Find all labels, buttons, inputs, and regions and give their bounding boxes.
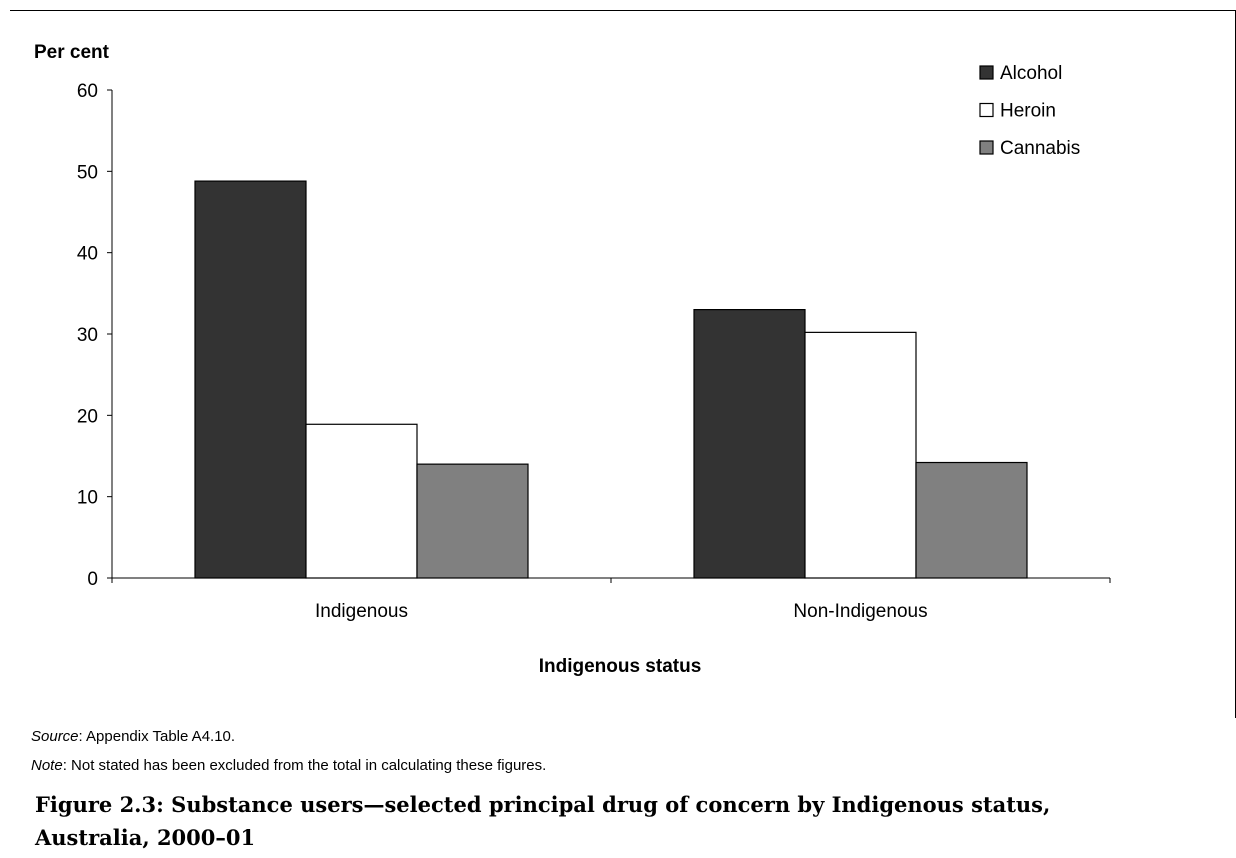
y-tick-label: 60: [77, 81, 98, 102]
y-tick-label: 10: [77, 488, 98, 509]
footnote: Note: Not stated has been excluded from …: [31, 757, 546, 774]
y-tick-label: 0: [87, 569, 98, 590]
y-tick-label: 40: [77, 244, 98, 265]
legend-label-cannabis: Cannabis: [1000, 138, 1080, 159]
bar-alcohol-1: [693, 309, 806, 579]
y-tick-label: 50: [77, 162, 98, 183]
source-text: : Appendix Table A4.10.: [78, 728, 236, 745]
note-label: Note: [31, 757, 63, 774]
bar-cannabis-1: [915, 461, 1028, 579]
legend-label-heroin: Heroin: [1000, 101, 1056, 122]
y-tick-label: 20: [77, 406, 98, 427]
legend-label-alcohol: Alcohol: [1000, 63, 1062, 84]
legend-swatch-cannabis: [979, 140, 994, 155]
note-text: : Not stated has been excluded from the …: [62, 757, 547, 774]
bar-heroin-0: [305, 423, 418, 579]
legend-swatch-alcohol: [979, 65, 994, 80]
bar-alcohol-0: [194, 180, 307, 579]
bar-heroin-1: [804, 331, 917, 579]
x-tick-label: Indigenous: [315, 601, 408, 622]
caption-line-1: Figure 2.3: Substance users—selected pri…: [35, 792, 1051, 817]
y-axis-label: Per cent: [34, 42, 110, 63]
y-tick-label: 30: [77, 325, 98, 346]
x-axis-label: Indigenous status: [539, 656, 702, 677]
legend-swatch-heroin: [979, 102, 994, 118]
bar-cannabis-0: [416, 463, 529, 579]
source-label: Source: [31, 728, 79, 745]
figure-caption: Figure 2.3: Substance users—selected pri…: [35, 788, 1135, 854]
caption-line-2: Australia, 2000–01: [35, 825, 256, 850]
chart-legend: Alcohol Heroin Cannabis: [979, 63, 1080, 159]
bar-chart: 0 10 20 30 40 50 60 Indigenous Non-Indigenous Al…: [34, 42, 1111, 677]
source-note: Source: Appendix Table A4.10.: [31, 728, 235, 745]
chart-axes: 0 10 20 30 40 50 60 Indigenous Non-Indigenous: [77, 81, 1111, 622]
x-tick-label: Non-Indigenous: [793, 601, 927, 622]
chart-bars: [194, 180, 1028, 579]
